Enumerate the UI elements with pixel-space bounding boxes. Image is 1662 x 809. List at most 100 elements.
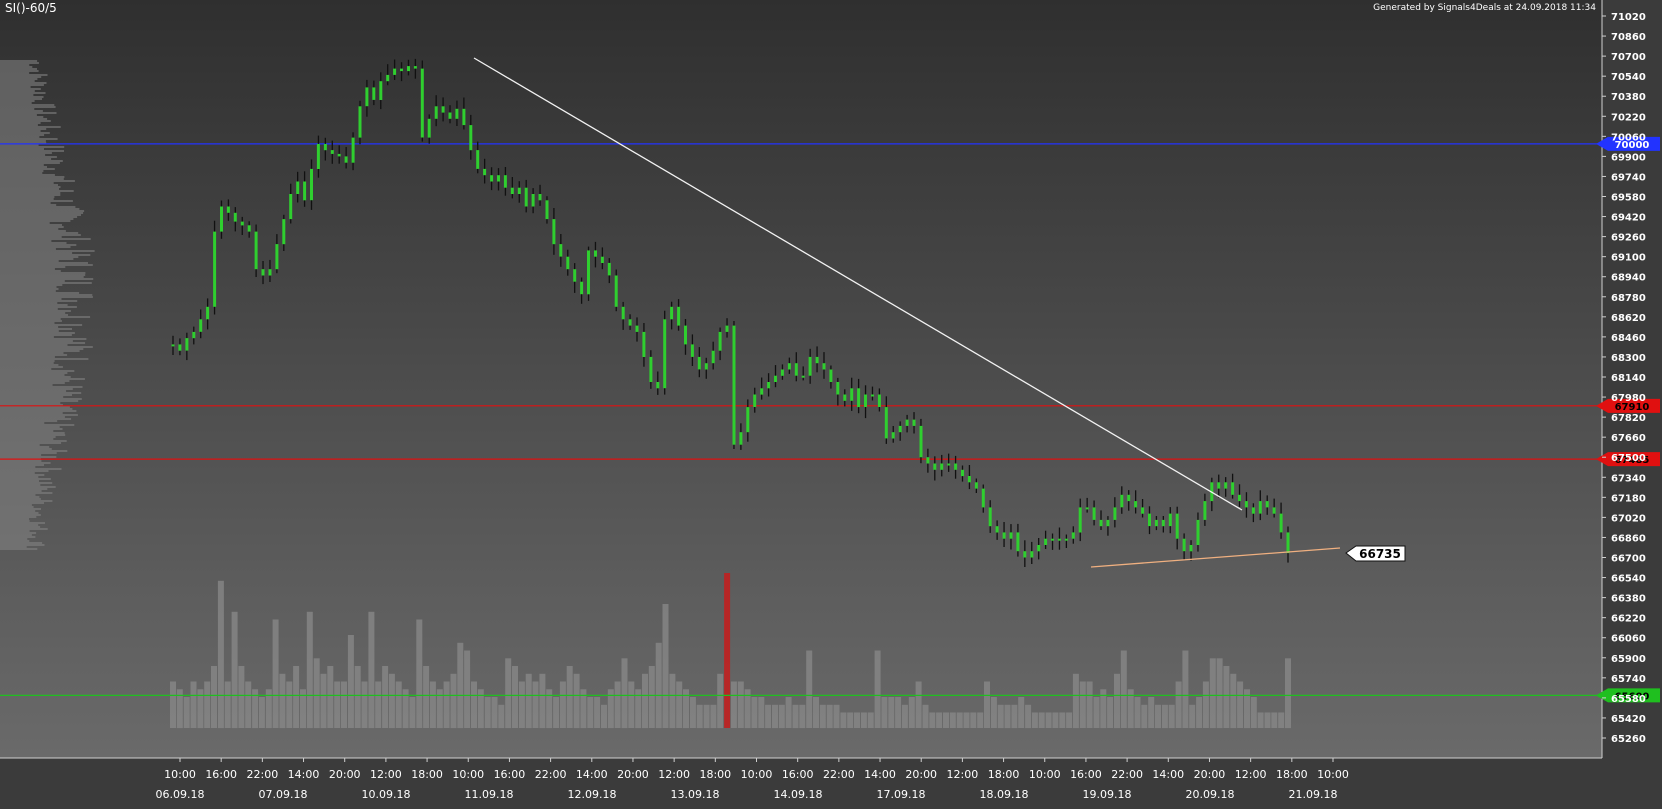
volume-bar: [231, 611, 238, 729]
volume-bar: [922, 704, 929, 729]
profile-bar: [0, 72, 30, 74]
price-tick-label: 66700: [1611, 554, 1646, 565]
price-tick-label: 66860: [1611, 533, 1646, 544]
profile-bar: [0, 346, 93, 348]
profile-bar: [0, 94, 34, 96]
volume-bar: [450, 673, 457, 729]
profile-bar: [0, 268, 55, 270]
profile-bar: [0, 376, 71, 378]
volume-bar: [238, 666, 245, 728]
profile-bar: [0, 62, 39, 64]
profile-bar: [0, 438, 54, 440]
volume-bar: [662, 604, 669, 728]
candle-body: [254, 231, 258, 270]
volume-bar: [1127, 689, 1134, 729]
profile-bar: [0, 146, 65, 148]
profile-bar: [0, 434, 66, 436]
volume-bar: [737, 681, 744, 728]
volume-bar: [1107, 697, 1114, 728]
profile-bar: [0, 510, 36, 512]
volume-bar: [751, 697, 758, 728]
profile-bar: [0, 422, 45, 424]
time-tick-label: 16:00: [782, 768, 814, 781]
volume-bar: [388, 673, 395, 729]
candle-body: [1154, 519, 1158, 527]
volume-bar: [279, 673, 286, 729]
profile-bar: [0, 532, 37, 534]
candle-body: [836, 382, 840, 395]
volume-bar: [1018, 697, 1025, 728]
price-tick-label: 65260: [1611, 734, 1646, 745]
time-axis: 10:00 16:00 22:00 14:00 20:00 12:00 18:00 10:00…: [156, 758, 1349, 801]
candle-body: [1238, 494, 1241, 502]
profile-bar: [0, 296, 93, 298]
candle-body: [877, 394, 881, 407]
profile-bar: [0, 66, 33, 68]
candle-body: [566, 256, 570, 270]
candle-body: [310, 168, 313, 201]
profile-bar: [0, 408, 73, 410]
volume-bar: [190, 681, 197, 728]
profile-bar: [0, 242, 67, 244]
candle-body: [296, 181, 300, 194]
profile-bar: [0, 124, 38, 126]
volume-bar: [382, 666, 389, 728]
volume-bar: [1038, 712, 1045, 728]
price-tick-label: 69100: [1611, 253, 1646, 264]
price-tick-label: 67820: [1611, 413, 1646, 424]
profile-bar: [0, 92, 46, 94]
candle-body: [822, 363, 826, 370]
candle-body: [1265, 501, 1269, 508]
profile-bar: [0, 418, 72, 420]
profile-bar: [0, 478, 51, 480]
candle-body: [1217, 482, 1221, 489]
time-tick-label: 14:00: [576, 768, 608, 781]
volume-bar: [1093, 697, 1100, 728]
volume-bar: [799, 704, 806, 729]
time-tick-label: 12:00: [947, 768, 979, 781]
profile-bar: [0, 188, 59, 190]
volume-bar: [1079, 681, 1086, 728]
volume-bar: [1011, 704, 1018, 729]
volume-bar: [635, 689, 642, 729]
profile-bar: [0, 400, 79, 402]
candle-body: [358, 106, 362, 138]
candle-body: [1085, 507, 1089, 510]
candle-body: [753, 394, 757, 407]
volume-bar: [1086, 681, 1093, 728]
profile-bar: [0, 464, 44, 466]
volume-bar: [505, 658, 512, 729]
profile-bar: [0, 112, 57, 114]
candle-body: [1279, 513, 1283, 533]
candle-body: [1030, 551, 1034, 558]
candle-body: [1148, 513, 1151, 527]
candle-body: [864, 394, 867, 407]
volume-bar: [628, 681, 635, 728]
profile-bar: [0, 316, 91, 318]
profile-bar: [0, 162, 60, 164]
volume-bar: [512, 666, 518, 728]
candle-body: [974, 482, 978, 489]
volume-bar: [956, 712, 963, 728]
price-tick-label: 67660: [1611, 433, 1646, 444]
profile-bar: [0, 134, 45, 136]
candle-body: [947, 463, 951, 466]
profile-bar: [0, 302, 58, 304]
profile-bar: [0, 228, 59, 230]
price-tick-label: 67500: [1611, 453, 1646, 464]
volume-bar: [1134, 697, 1141, 728]
profile-bar: [0, 60, 38, 62]
profile-bar: [0, 106, 56, 108]
profile-bar: [0, 256, 79, 258]
candle-body: [732, 325, 736, 445]
volume-bar: [580, 689, 587, 729]
profile-bar: [0, 104, 55, 106]
volume-bar: [847, 712, 854, 728]
profile-bar: [0, 298, 62, 300]
volume-bar: [224, 681, 231, 728]
profile-bar: [0, 348, 84, 350]
candle-body: [448, 112, 452, 119]
volume-bar: [546, 689, 553, 729]
volume-bar: [984, 681, 990, 728]
candle-body: [289, 194, 293, 220]
